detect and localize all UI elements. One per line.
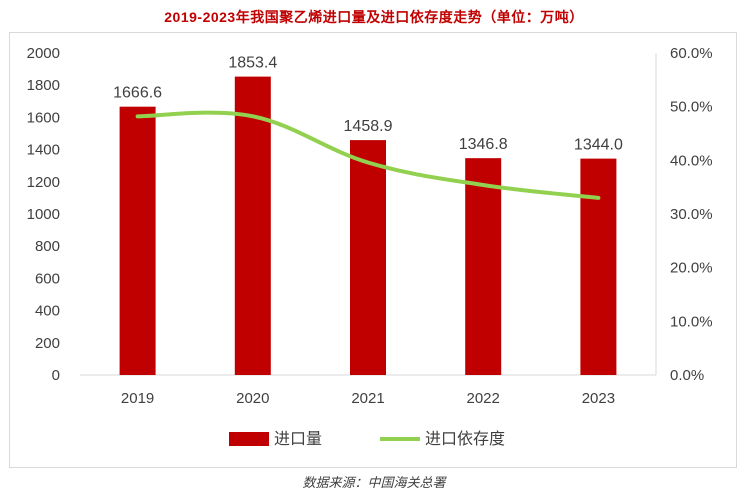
bar	[234, 76, 271, 375]
bar	[119, 106, 156, 375]
legend-label-bar: 进口量	[274, 430, 322, 448]
x-tick-label: 2022	[467, 390, 500, 407]
bar	[580, 158, 617, 375]
y-right-tick-label: 40.0%	[670, 152, 713, 169]
y-right-tick-label: 50.0%	[670, 99, 713, 116]
chart-title: 2019-2023年我国聚乙烯进口量及进口依存度走势（单位：万吨）	[164, 9, 584, 25]
data-source: 数据来源：中国海关总署	[302, 475, 446, 490]
y-left-tick-label: 600	[35, 270, 60, 287]
chart-frame	[9, 32, 737, 468]
y-left-tick-label: 200	[35, 335, 60, 352]
y-right-tick-label: 20.0%	[670, 260, 713, 277]
y-left-tick-label: 1000	[27, 206, 60, 223]
y-left-tick-label: 1400	[27, 142, 60, 159]
y-left-tick-label: 2000	[27, 45, 60, 62]
legend-label-line: 进口依存度	[425, 430, 505, 448]
bar-data-label: 1458.9	[344, 118, 393, 135]
series-line	[135, 110, 601, 200]
y-right-tick-label: 0.0%	[670, 367, 704, 384]
bar	[350, 140, 386, 375]
y-left-tick-label: 1600	[27, 109, 60, 126]
y-right-tick-label: 30.0%	[670, 206, 713, 223]
x-tick-label: 2023	[582, 390, 615, 407]
y-left-tick-label: 400	[35, 303, 60, 320]
y-left-tick-label: 1200	[27, 174, 60, 191]
bar-data-label: 1344.0	[574, 137, 623, 154]
x-tick-label: 2020	[236, 390, 269, 407]
y-right-tick-label: 10.0%	[670, 313, 713, 330]
y-left-tick-label: 0	[52, 367, 60, 384]
y-right-tick-label: 60.0%	[670, 45, 713, 62]
x-tick-label: 2021	[351, 390, 384, 407]
bar-data-label: 1853.4	[228, 55, 277, 72]
y-left-tick-label: 800	[35, 238, 60, 255]
bar-data-label: 1666.6	[113, 85, 162, 102]
bar	[465, 158, 502, 375]
legend-swatch-bar	[229, 432, 269, 446]
y-left-tick-label: 1800	[27, 77, 60, 94]
x-tick-label: 2019	[121, 390, 154, 407]
bar-data-label: 1346.8	[459, 136, 508, 153]
